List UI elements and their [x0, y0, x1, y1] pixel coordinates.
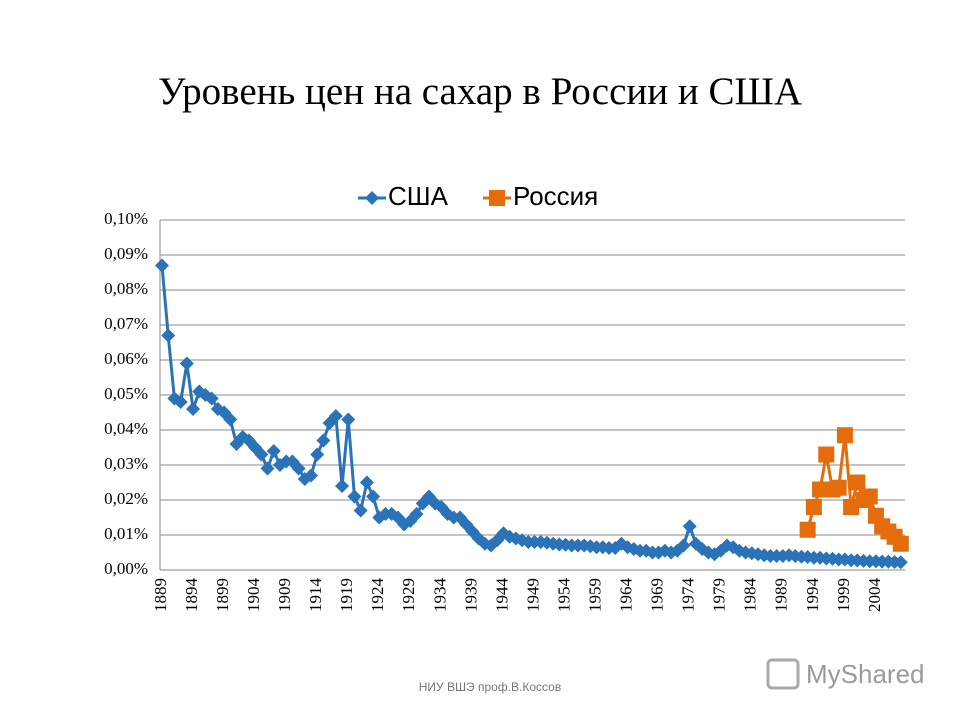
marker	[260, 461, 275, 476]
legend-label: США	[388, 181, 449, 211]
marker	[799, 521, 816, 538]
x-tick-label: 1939	[461, 578, 480, 612]
marker	[836, 427, 853, 444]
x-tick-label: 1984	[741, 578, 760, 613]
marker	[254, 447, 269, 462]
y-tick-label: 0,00%	[104, 559, 148, 578]
marker	[328, 409, 343, 423]
marker	[310, 447, 325, 462]
marker	[266, 444, 281, 458]
y-tick-label: 0,01%	[104, 524, 148, 543]
marker	[682, 519, 697, 534]
x-tick-label: 1979	[710, 578, 729, 612]
marker	[223, 412, 238, 427]
x-tick-label: 1954	[554, 578, 573, 613]
x-tick-label: 1969	[648, 578, 667, 612]
chart-title: Уровень цен на сахар в России и США	[158, 70, 802, 113]
x-tick-label: 1919	[337, 578, 356, 612]
marker	[316, 433, 331, 448]
marker	[341, 412, 356, 427]
marker	[366, 489, 381, 504]
y-tick-label: 0,09%	[104, 244, 148, 263]
marker	[359, 475, 374, 490]
x-tick-label: 1934	[430, 578, 449, 613]
x-tick-label: 1904	[244, 578, 263, 613]
marker	[335, 479, 350, 493]
y-tick-label: 0,02%	[104, 489, 148, 508]
marker	[409, 507, 424, 521]
marker	[830, 479, 847, 496]
x-tick-label: 1994	[803, 578, 822, 613]
marker	[365, 191, 379, 205]
y-tick-label: 0,07%	[104, 314, 148, 333]
footer: НИУ ВШЭ проф.В.Коссов	[419, 680, 561, 694]
x-tick-label: 1944	[492, 578, 511, 613]
x-tick-label: 1924	[368, 578, 387, 613]
x-tick-label: 1889	[151, 578, 170, 612]
x-tick-label: 1959	[585, 578, 604, 612]
marker	[204, 391, 219, 406]
x-tick-label: 1914	[306, 578, 325, 613]
x-tick-label: 1949	[523, 578, 542, 612]
marker	[161, 328, 176, 343]
x-tick-label: 1989	[772, 578, 791, 612]
x-tick-label: 1909	[275, 578, 294, 612]
marker	[179, 356, 194, 371]
marker	[861, 488, 878, 505]
marker	[347, 489, 362, 504]
logo-icon	[766, 658, 800, 690]
y-tick-label: 0,10%	[104, 209, 148, 228]
marker	[892, 535, 909, 552]
marker	[818, 446, 835, 463]
marker	[304, 468, 318, 483]
marker	[843, 499, 860, 515]
x-tick-label: 2004	[865, 578, 884, 613]
marker	[291, 461, 306, 476]
marker	[489, 190, 505, 206]
y-tick-label: 0,06%	[104, 349, 148, 368]
marker	[676, 538, 691, 553]
x-tick-label: 1974	[679, 578, 698, 613]
marker	[805, 499, 822, 515]
marker	[186, 402, 201, 416]
y-tick-label: 0,04%	[104, 419, 148, 438]
x-tick-label: 1899	[213, 578, 232, 612]
legend-label: Россия	[513, 181, 598, 211]
marker	[173, 395, 188, 409]
y-tick-label: 0,03%	[104, 454, 148, 473]
y-tick-label: 0,05%	[104, 384, 148, 403]
y-tick-label: 0,08%	[104, 279, 148, 298]
marker	[849, 474, 866, 491]
x-tick-label: 1999	[834, 578, 853, 612]
marker	[812, 481, 829, 498]
series-line	[160, 265, 901, 564]
marker	[502, 529, 517, 544]
x-tick-label: 1964	[617, 578, 636, 613]
marker	[353, 503, 368, 518]
marker	[155, 258, 169, 273]
marker	[893, 555, 908, 570]
watermark: MyShared	[806, 659, 925, 689]
x-tick-label: 1929	[399, 578, 418, 612]
x-tick-label: 1894	[182, 578, 201, 613]
